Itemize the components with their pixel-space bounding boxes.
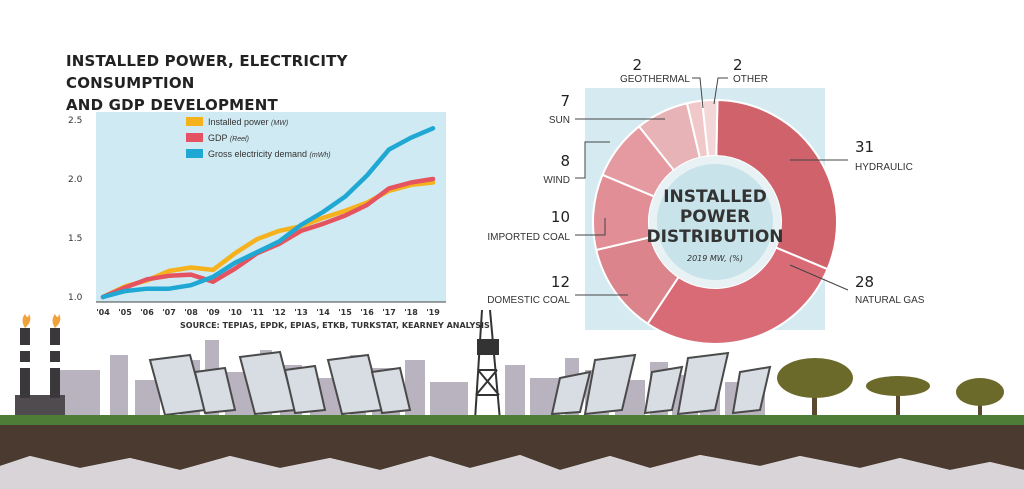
donut-center-inner: [657, 164, 773, 280]
line-chart-title: INSTALLED POWER, ELECTRICITY CONSUMPTION…: [66, 50, 446, 116]
leader-line: [575, 141, 610, 179]
soil-layer: [0, 425, 1024, 470]
leader-line: [575, 218, 606, 236]
line-chart-background: [96, 112, 446, 302]
leader-line: [713, 77, 728, 105]
leader-line: [692, 77, 704, 109]
y-tick-label: 2.5: [68, 116, 82, 126]
title-line-2: AND GDP DEVELOPMENT: [66, 96, 278, 114]
legend-entry: Gross electricity demand (mWh): [208, 149, 331, 159]
x-tick-label: '07: [162, 308, 176, 317]
slice-label: HYDRAULIC: [855, 162, 913, 173]
x-tick-label: '08: [184, 308, 198, 317]
x-tick-label: '04: [96, 308, 110, 317]
donut-title-line-3: DISTRIBUTION: [646, 227, 783, 247]
x-tick-label: '16: [360, 308, 374, 317]
slice-label: OTHER: [733, 74, 768, 85]
x-tick-label: '05: [118, 308, 132, 317]
legend-swatch: [186, 117, 203, 126]
line-chart-legend: Installed power (MW) GDP (Reel) Gross elec…: [186, 117, 331, 159]
x-tick-label: '11: [250, 308, 264, 317]
slice-label: GEOTHERMAL: [620, 74, 690, 85]
donut-subtitle: 2019 MW, (%): [687, 254, 743, 263]
trees: [777, 358, 1004, 420]
leader-line: [789, 264, 849, 291]
x-tick-label: '18: [404, 308, 418, 317]
x-tick-label: '10: [228, 308, 242, 317]
legend-entry: Installed power (MW): [208, 117, 288, 127]
donut-title-line-2: POWER: [680, 207, 750, 227]
x-tick-label: '06: [140, 308, 154, 317]
x-tick-label: '09: [206, 308, 220, 317]
x-tick-label: '15: [338, 308, 352, 317]
x-tick-label: '13: [294, 308, 308, 317]
slice-value: 31: [855, 138, 874, 156]
slice-label: NATURAL GAS: [855, 295, 925, 306]
legend-swatch: [186, 149, 203, 158]
x-tick-label: '14: [316, 308, 330, 317]
legend-entry: GDP (Reel): [208, 133, 249, 143]
x-tick-label: '19: [426, 308, 440, 317]
factory-chimneys: [15, 314, 65, 417]
slice-value: 12: [551, 273, 570, 291]
slice-value: 8: [560, 152, 570, 170]
bedrock-layer: [0, 455, 1024, 489]
slice-value: 7: [560, 92, 570, 110]
x-tick-label: '12: [272, 308, 286, 317]
source-note: SOURCE: TEPIAS, EPDK, EPIAS, ETKB, TURKS…: [180, 321, 490, 330]
series-line: [100, 126, 436, 300]
slice-label: DOMESTIC COAL: [487, 295, 570, 306]
slice-value: 2: [632, 56, 642, 74]
slice-value: 10: [551, 208, 570, 226]
line-chart-series: [100, 126, 436, 300]
donut-slices: [592, 99, 838, 345]
y-tick-label: 1.0: [68, 293, 83, 303]
line-chart-axes: '04 '05 '06 '07 '08 '09 '10 '11 '12 '13 '14 '15 '16 '…: [68, 116, 446, 317]
x-tick-label: '17: [382, 308, 396, 317]
title-line-1: INSTALLED POWER, ELECTRICITY CONSUMPTION: [66, 52, 348, 92]
legend-swatch: [186, 133, 203, 142]
donut-title-line-1: INSTALLED: [663, 187, 767, 207]
oil-derrick: [474, 309, 501, 421]
slice-value: 2: [733, 56, 743, 74]
y-tick-label: 1.5: [68, 234, 82, 244]
grass-strip: [0, 415, 1024, 425]
slice-value: 28: [855, 273, 874, 291]
y-tick-label: 2.0: [68, 175, 83, 185]
slice-label: SUN: [549, 115, 570, 126]
slice-label: IMPORTED COAL: [487, 232, 570, 243]
solar-panels: [148, 350, 772, 417]
slice-label: WIND: [543, 175, 570, 186]
